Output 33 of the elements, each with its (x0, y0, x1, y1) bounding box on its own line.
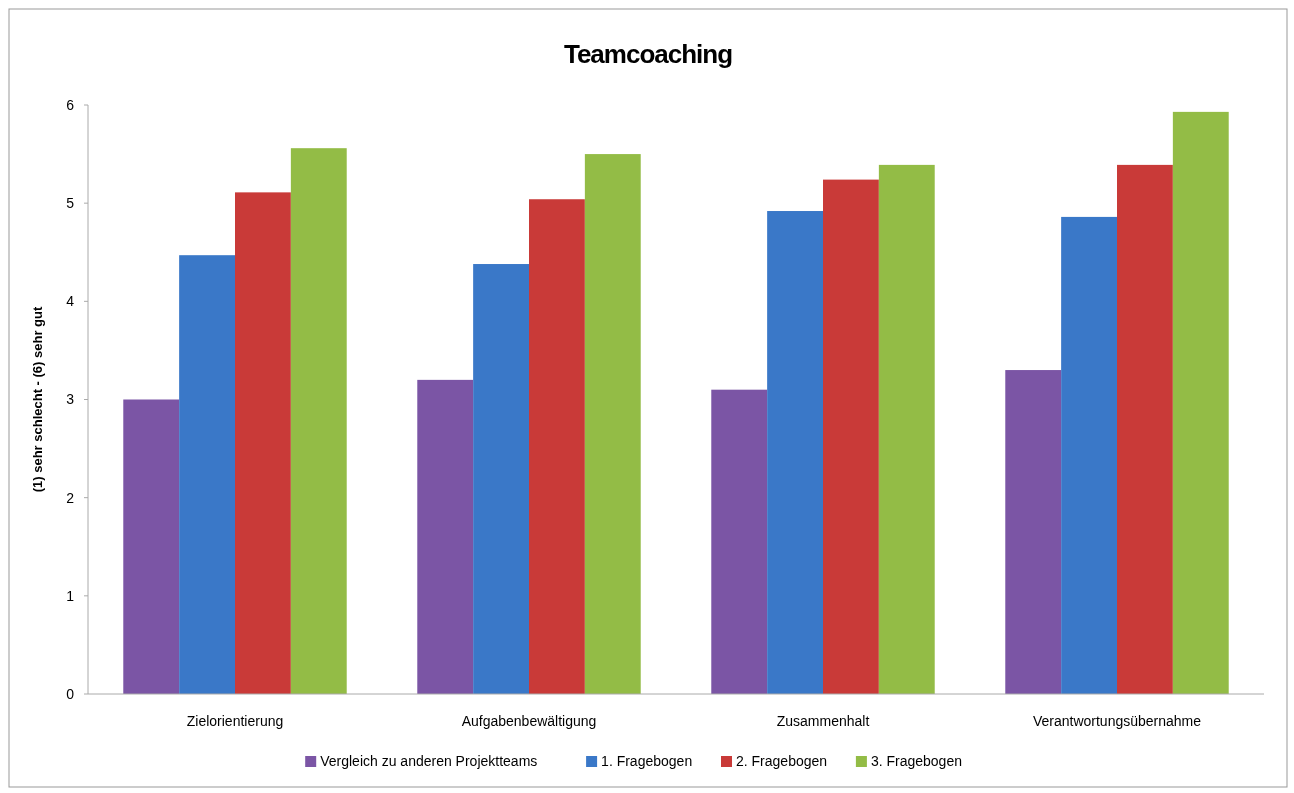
x-tick-label: Verantwortungsübernahme (1032, 713, 1202, 729)
legend-label: 1. Fragebogen (601, 753, 693, 769)
bar (290, 148, 347, 694)
legend-label: Vergleich zu anderen Projektteams (320, 753, 538, 769)
chart-title: Teamcoaching (563, 39, 733, 69)
y-tick-label: 4 (66, 293, 75, 310)
y-tick-label: 0 (66, 685, 75, 702)
x-tick-label: Zusammenhalt (776, 713, 870, 729)
bar (878, 164, 935, 694)
bar (767, 211, 823, 694)
y-tick-label: 3 (66, 391, 75, 408)
y-tick-label: 6 (66, 96, 75, 113)
bar (1172, 111, 1229, 694)
y-tick-label: 1 (66, 587, 75, 604)
bar (823, 179, 879, 694)
bar (473, 264, 529, 694)
y-tick-label: 5 (66, 195, 75, 212)
bar (584, 154, 641, 694)
bar (711, 389, 768, 694)
y-axis-title: (1) sehr schlecht - (6) sehr gut (30, 306, 45, 493)
y-tick-label: 2 (66, 489, 75, 506)
bar (417, 379, 474, 694)
x-tick-label: Aufgabenbewältigung (461, 713, 597, 729)
x-tick-label: Zielorientierung (186, 713, 284, 729)
legend-label: 3. Fragebogen (870, 753, 962, 769)
bar (1061, 216, 1117, 694)
bar (123, 399, 180, 694)
bar (1117, 164, 1173, 694)
bar (235, 192, 291, 694)
legend-label: 2. Fragebogen (736, 753, 828, 769)
bar (529, 199, 585, 694)
bar (179, 255, 235, 694)
bar (1005, 370, 1062, 694)
